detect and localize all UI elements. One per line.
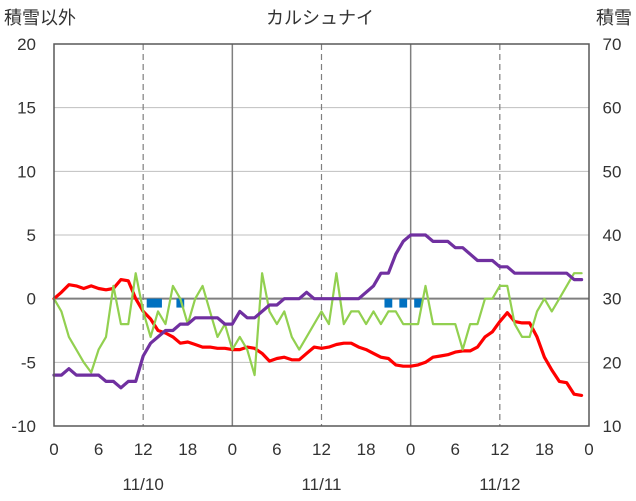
y-axis-right: 10 20 30 40 50 60 70 (603, 35, 622, 436)
series-line-3 (52, 233, 584, 390)
y2-tick-label: 10 (603, 417, 622, 436)
y-tick-label: 20 (17, 35, 36, 54)
x-tick-label: 12 (134, 440, 153, 459)
series-line-2 (52, 272, 583, 377)
precipitation-bar (154, 298, 162, 308)
y2-tick-label: 20 (603, 353, 622, 372)
x-tick-label: 18 (535, 440, 554, 459)
y2-tick-label: 30 (603, 290, 622, 309)
y-tick-label: -10 (11, 417, 36, 436)
x-tick-label: 18 (178, 440, 197, 459)
x-tick-label: 6 (94, 440, 103, 459)
x-tick-label: 18 (357, 440, 376, 459)
left-axis-label: 積雪以外 (4, 8, 76, 28)
series-lines (52, 233, 584, 397)
precipitation-bars (146, 298, 422, 308)
x-tick-label: 0 (228, 440, 237, 459)
y-tick-label: 10 (17, 162, 36, 181)
precipitation-bar (399, 298, 408, 308)
x-tick-label: 0 (584, 440, 593, 459)
x-tick-label: 6 (451, 440, 460, 459)
date-label: 11/11 (301, 475, 341, 494)
y-tick-label: 15 (17, 99, 36, 118)
precipitation-bar (176, 298, 185, 308)
x-tick-label: 12 (312, 440, 331, 459)
y2-tick-label: 60 (603, 99, 622, 118)
plot-border (53, 43, 590, 427)
x-tick-label: 12 (490, 440, 509, 459)
y-tick-label: 0 (27, 290, 36, 309)
y2-tick-label: 40 (603, 226, 622, 245)
chart-title: カルシュナイ (266, 8, 374, 28)
precipitation-bar (414, 298, 422, 308)
date-labels: 11/10 11/11 11/12 (123, 475, 521, 494)
y2-tick-label: 70 (603, 35, 622, 54)
date-label: 11/10 (123, 475, 164, 494)
date-label: 11/12 (479, 475, 520, 494)
x-tick-label: 6 (272, 440, 281, 459)
x-tick-label: 0 (406, 440, 415, 459)
right-axis-label: 積雪 (596, 8, 632, 28)
y-tick-label: 5 (27, 226, 36, 245)
precipitation-bar (384, 298, 393, 308)
y2-tick-label: 50 (603, 162, 622, 181)
x-tick-label: 0 (49, 440, 58, 459)
precipitation-bar (146, 298, 155, 308)
y-tick-label: -5 (21, 353, 36, 372)
y-axis-left: -10 -5 0 5 10 15 20 (11, 35, 36, 436)
x-axis: 0 6 12 18 0 6 12 18 0 6 12 18 0 (49, 440, 593, 459)
